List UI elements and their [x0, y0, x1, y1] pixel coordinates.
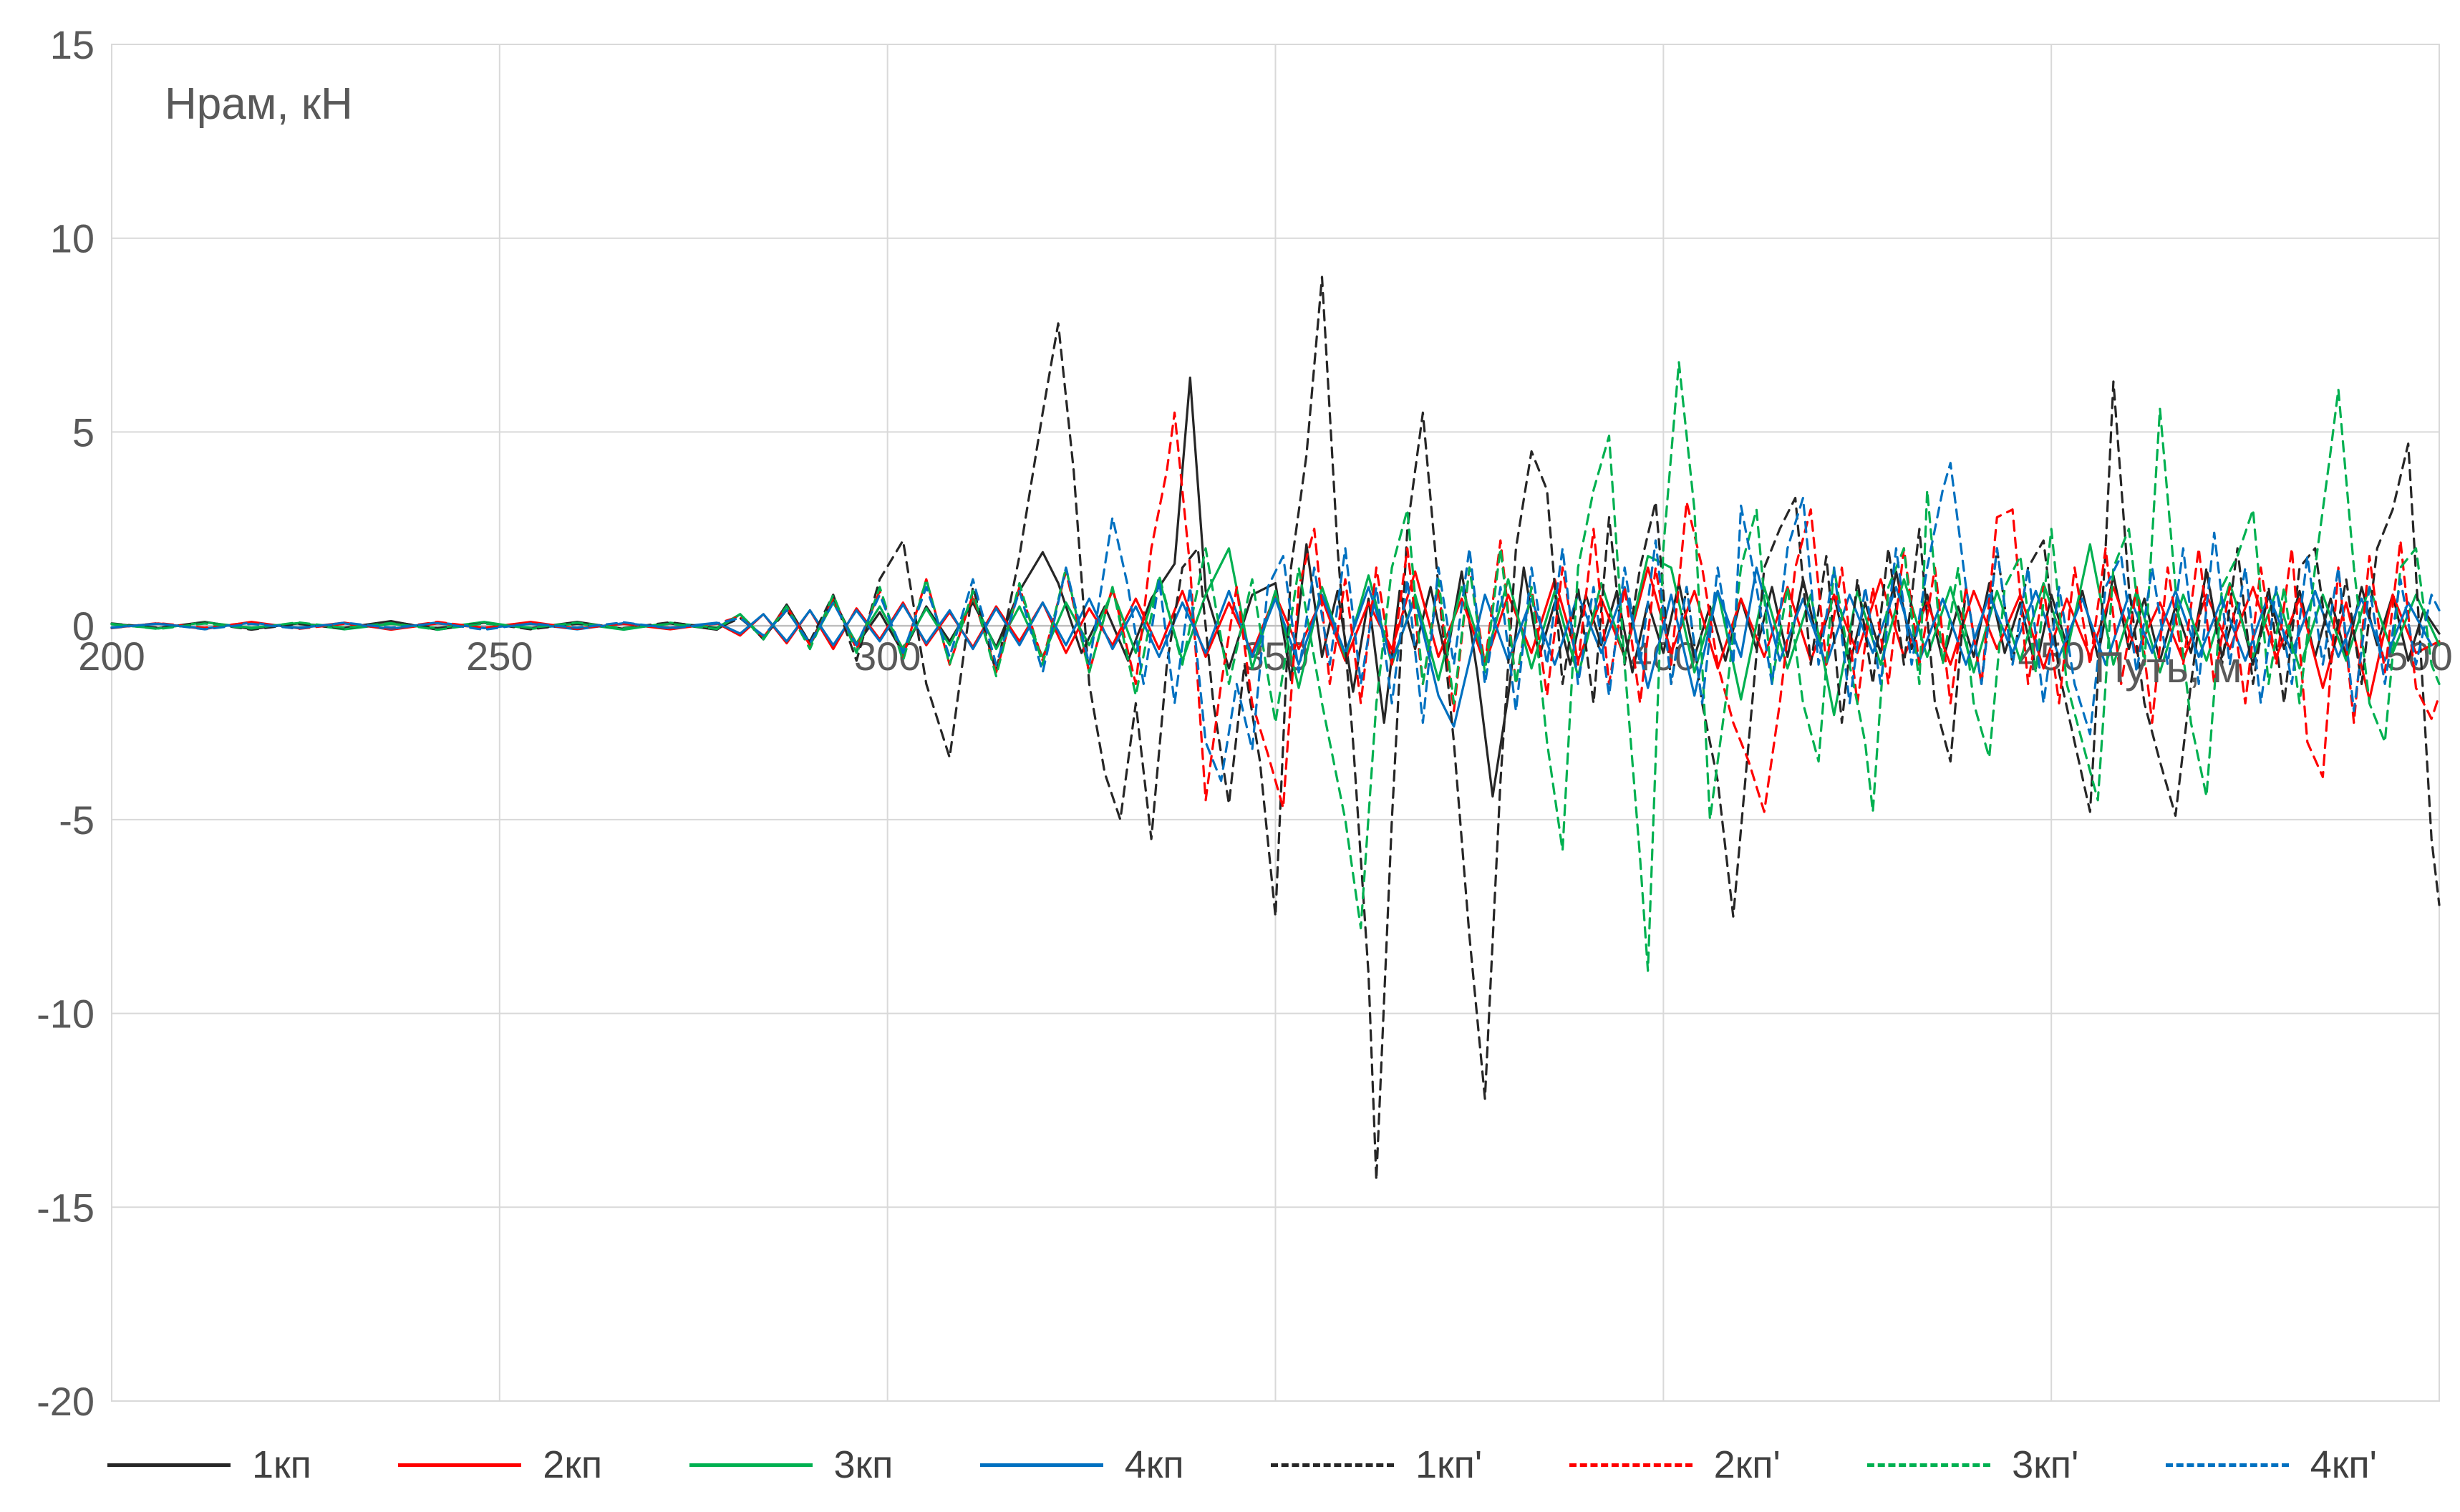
legend-line-sample [1569, 1463, 1693, 1467]
legend-item-label: 3кп [833, 1443, 894, 1486]
y-tick-label: -5 [59, 798, 95, 843]
y-tick-label: -10 [37, 992, 95, 1037]
legend-item-label: 2кп [543, 1443, 603, 1486]
y-tick-label: 10 [50, 216, 95, 261]
y-tick-label: -15 [37, 1185, 95, 1230]
legend-item: 2кп [398, 1445, 602, 1484]
legend-line-sample [107, 1463, 231, 1467]
x-tick-label: 300 [854, 634, 921, 679]
legend-item-label: 4кп' [2310, 1443, 2377, 1486]
legend-item: 1кп' [1271, 1445, 1482, 1484]
chart-legend: 1кп 2кп 3кп 4кп 1кп' 2кп' 3кп' 4кп' [107, 1439, 2377, 1491]
x-tick-label: 250 [466, 634, 533, 679]
series-line-dashed-black [110, 276, 2441, 1182]
y-axis-title: Нрам, кН [165, 79, 353, 129]
legend-line-sample [979, 1463, 1103, 1467]
series-line-solid-blue [110, 566, 2433, 728]
legend-item: 4кп' [2165, 1443, 2377, 1486]
y-tick-label: -20 [37, 1379, 95, 1424]
legend-item: 4кп [979, 1443, 1184, 1486]
legend-item-label: 3кп' [2012, 1443, 2079, 1486]
legend-line-sample [689, 1463, 813, 1467]
series-line-dashed-blue [110, 462, 2441, 782]
legend-item: 1кп [107, 1445, 311, 1484]
legend-item-label: 1кп [252, 1443, 311, 1486]
legend-item: 3кп' [1867, 1445, 2078, 1484]
legend-line-sample [1271, 1463, 1394, 1467]
legend-item: 2кп' [1569, 1445, 1781, 1484]
x-tick-label: 200 [78, 634, 145, 679]
x-axis-title: Путь, м [2094, 644, 2242, 692]
x-tick-label: 500 [2386, 634, 2452, 679]
y-tick-label: 15 [50, 22, 95, 67]
legend-line-sample [2165, 1463, 2289, 1467]
legend-item-label: 2кп' [1713, 1443, 1781, 1486]
y-tick-label: 0 [72, 604, 95, 649]
plot-border [111, 44, 2440, 1402]
legend-item-label: 1кп' [1415, 1443, 1483, 1486]
legend-item-label: 4кп [1124, 1443, 1184, 1486]
y-tick-label: 5 [72, 410, 95, 455]
legend-item: 3кп [689, 1443, 894, 1486]
legend-line-sample [1867, 1463, 1991, 1467]
legend-line-sample [398, 1463, 522, 1467]
